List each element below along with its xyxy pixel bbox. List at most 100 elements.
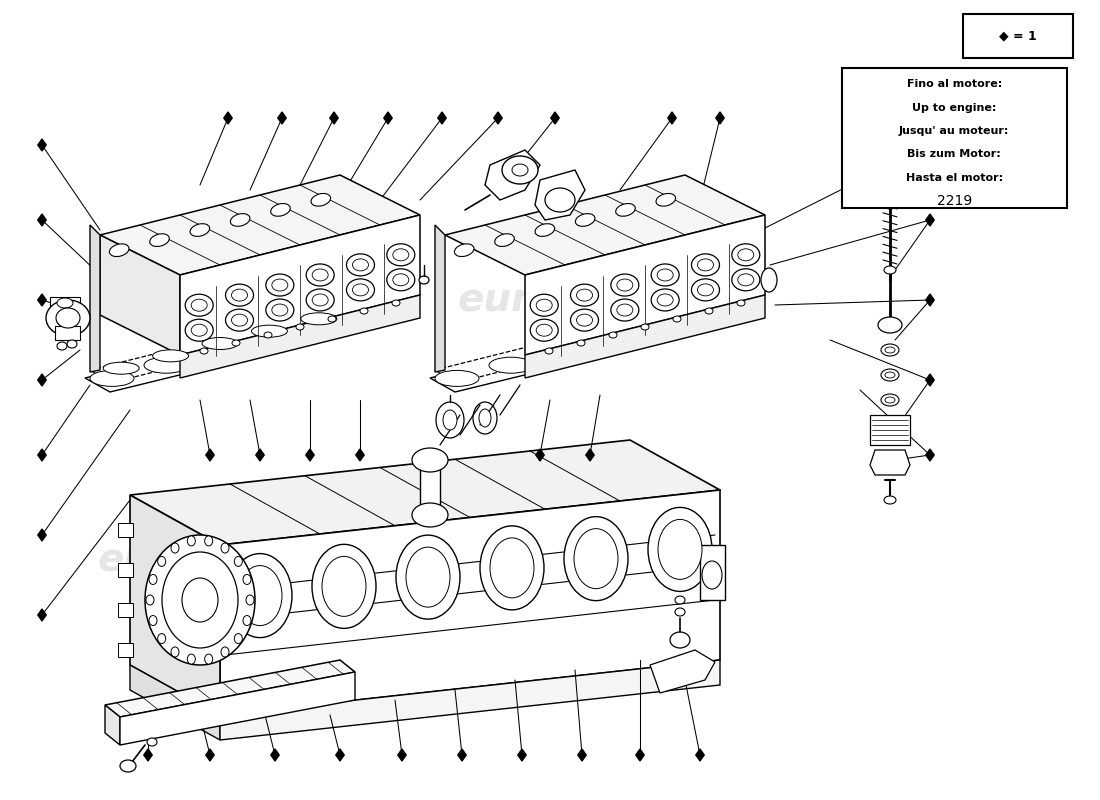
Ellipse shape <box>109 244 129 257</box>
Polygon shape <box>668 112 676 124</box>
Ellipse shape <box>530 294 558 316</box>
Polygon shape <box>535 170 585 220</box>
Ellipse shape <box>103 362 140 374</box>
Ellipse shape <box>702 561 722 589</box>
Ellipse shape <box>202 338 238 350</box>
Polygon shape <box>271 749 279 761</box>
Polygon shape <box>485 150 540 200</box>
Ellipse shape <box>692 279 719 301</box>
Polygon shape <box>120 672 355 745</box>
Ellipse shape <box>738 274 754 286</box>
Polygon shape <box>130 665 220 740</box>
Ellipse shape <box>306 289 334 311</box>
Polygon shape <box>525 215 764 355</box>
Polygon shape <box>104 705 120 745</box>
Polygon shape <box>434 225 446 372</box>
Bar <box>118 603 133 617</box>
Ellipse shape <box>252 331 296 347</box>
Ellipse shape <box>535 224 554 236</box>
Ellipse shape <box>185 319 213 341</box>
Ellipse shape <box>57 298 73 308</box>
Polygon shape <box>384 112 393 124</box>
Polygon shape <box>37 139 46 151</box>
Ellipse shape <box>609 332 617 338</box>
Ellipse shape <box>610 299 639 321</box>
Polygon shape <box>144 749 152 761</box>
Polygon shape <box>458 749 466 761</box>
Ellipse shape <box>564 517 628 601</box>
Polygon shape <box>104 660 355 717</box>
Polygon shape <box>180 215 420 355</box>
Ellipse shape <box>454 244 474 257</box>
Ellipse shape <box>360 308 368 314</box>
Ellipse shape <box>881 369 899 381</box>
Ellipse shape <box>387 244 415 266</box>
Ellipse shape <box>544 348 553 354</box>
Ellipse shape <box>738 249 754 261</box>
Ellipse shape <box>187 536 196 546</box>
Ellipse shape <box>657 269 673 281</box>
Text: eurospares: eurospares <box>97 541 343 579</box>
Polygon shape <box>446 175 764 275</box>
Text: eurospares: eurospares <box>97 281 343 319</box>
Ellipse shape <box>419 276 429 284</box>
Ellipse shape <box>238 566 282 626</box>
Ellipse shape <box>412 503 448 527</box>
Polygon shape <box>90 225 100 372</box>
Polygon shape <box>37 449 46 461</box>
Ellipse shape <box>272 279 288 291</box>
Text: Bis zum Motor:: Bis zum Motor: <box>908 150 1001 159</box>
Ellipse shape <box>880 189 900 201</box>
Ellipse shape <box>148 574 157 585</box>
Ellipse shape <box>205 536 212 546</box>
Ellipse shape <box>266 274 294 296</box>
Ellipse shape <box>221 647 229 657</box>
Polygon shape <box>90 305 370 383</box>
Ellipse shape <box>352 259 368 271</box>
Ellipse shape <box>657 294 673 306</box>
Ellipse shape <box>434 370 478 386</box>
Ellipse shape <box>574 529 618 589</box>
Bar <box>118 643 133 657</box>
Ellipse shape <box>651 318 695 334</box>
Ellipse shape <box>312 294 328 306</box>
Ellipse shape <box>387 269 415 290</box>
Ellipse shape <box>120 760 136 772</box>
Polygon shape <box>586 449 594 461</box>
Polygon shape <box>926 214 934 226</box>
Polygon shape <box>494 112 503 124</box>
Polygon shape <box>398 749 406 761</box>
Polygon shape <box>278 112 286 124</box>
Polygon shape <box>37 294 46 306</box>
Ellipse shape <box>306 318 350 334</box>
Ellipse shape <box>322 556 366 616</box>
Ellipse shape <box>571 309 598 331</box>
Ellipse shape <box>148 615 157 626</box>
Ellipse shape <box>153 350 188 362</box>
Ellipse shape <box>675 608 685 616</box>
Ellipse shape <box>571 284 598 306</box>
Ellipse shape <box>306 264 334 286</box>
Text: Up to engine:: Up to engine: <box>912 102 997 113</box>
Polygon shape <box>220 490 720 715</box>
Ellipse shape <box>198 344 242 360</box>
Polygon shape <box>650 650 715 693</box>
Bar <box>420 460 440 515</box>
Ellipse shape <box>146 595 154 605</box>
Ellipse shape <box>884 496 896 504</box>
Ellipse shape <box>191 299 207 311</box>
Polygon shape <box>330 112 338 124</box>
Ellipse shape <box>512 164 528 176</box>
Polygon shape <box>100 235 180 355</box>
Bar <box>50 297 80 309</box>
Polygon shape <box>926 374 934 386</box>
Ellipse shape <box>673 316 681 322</box>
Ellipse shape <box>170 647 179 657</box>
Bar <box>962 14 1072 58</box>
Ellipse shape <box>651 264 679 286</box>
Ellipse shape <box>300 313 337 325</box>
Ellipse shape <box>761 268 777 292</box>
Ellipse shape <box>544 188 575 212</box>
Ellipse shape <box>230 214 250 226</box>
Ellipse shape <box>56 308 80 328</box>
